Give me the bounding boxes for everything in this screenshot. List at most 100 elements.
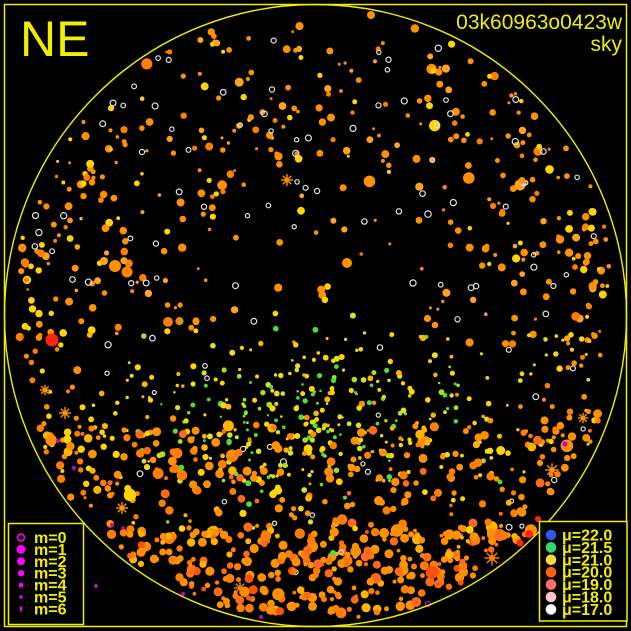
star-ring xyxy=(120,102,127,109)
star-burst xyxy=(545,463,559,477)
star-dot xyxy=(386,162,392,169)
star-dot xyxy=(400,533,410,543)
star-dot xyxy=(499,486,505,492)
star-dot xyxy=(441,299,445,304)
star-dot xyxy=(104,485,112,492)
star-dot xyxy=(197,71,202,76)
star-dot xyxy=(428,359,432,364)
star-ring xyxy=(148,334,156,342)
star-dot xyxy=(50,221,57,228)
star-dot xyxy=(472,420,477,426)
star-dot xyxy=(422,489,428,495)
star-dot xyxy=(110,523,114,527)
star-dot xyxy=(399,471,408,480)
star-dot xyxy=(539,454,546,460)
star-dot xyxy=(207,28,215,36)
star-ring xyxy=(338,549,344,555)
star-dot xyxy=(246,595,252,601)
star-dot xyxy=(193,328,199,334)
star-dot xyxy=(425,566,439,579)
star-dot xyxy=(140,172,144,176)
star-dot xyxy=(58,342,64,348)
star-dot xyxy=(291,359,294,362)
star-dot xyxy=(221,367,227,373)
star-dot xyxy=(327,391,332,396)
star-burst xyxy=(116,502,128,514)
star-dot xyxy=(69,384,75,390)
star-dot xyxy=(230,547,236,553)
star-dot xyxy=(316,373,323,379)
star-dot xyxy=(440,453,446,460)
star-dot xyxy=(89,280,95,287)
star-dot xyxy=(240,93,247,101)
star-dot xyxy=(376,379,380,384)
star-dot xyxy=(563,145,569,152)
star-ring xyxy=(136,470,144,478)
star-dot xyxy=(213,39,221,47)
star-dot xyxy=(505,450,511,456)
star-dot xyxy=(487,73,493,79)
star-dot xyxy=(310,454,316,460)
magnitude-symbol-1 xyxy=(16,544,26,554)
star-dot xyxy=(175,405,181,411)
star-dot xyxy=(243,411,248,416)
star-dot xyxy=(295,363,301,369)
star-dot xyxy=(560,463,569,472)
star-dot xyxy=(26,288,30,291)
star-dot xyxy=(364,451,372,459)
star-dot xyxy=(63,435,72,444)
star-dot xyxy=(79,217,83,221)
star-dot xyxy=(299,193,305,199)
star-dot xyxy=(451,490,457,496)
star-burst-spike xyxy=(235,588,240,593)
star-dot xyxy=(343,502,351,510)
star-dot xyxy=(296,396,300,400)
star-dot xyxy=(98,390,105,397)
star-dot xyxy=(469,532,479,542)
star-dot xyxy=(88,503,93,508)
star-dot xyxy=(192,145,198,151)
star-dot xyxy=(239,509,247,517)
star-dot xyxy=(350,595,359,604)
star-dot xyxy=(164,476,169,481)
star-dot xyxy=(250,451,254,455)
star-dot xyxy=(519,271,526,277)
star-ring xyxy=(563,271,570,278)
star-dot xyxy=(429,422,439,432)
star-dot xyxy=(164,302,171,308)
star-dot xyxy=(434,579,443,589)
star-dot xyxy=(311,357,316,362)
star-dot xyxy=(35,309,43,318)
star-dot xyxy=(541,397,547,402)
star-dot xyxy=(486,447,494,454)
star-dot xyxy=(571,256,576,261)
star-dot xyxy=(121,266,133,278)
star-dot xyxy=(207,227,212,232)
star-dot xyxy=(367,11,375,19)
star-dot xyxy=(94,584,98,588)
star-dot xyxy=(360,377,367,383)
star-dot xyxy=(569,347,575,352)
star-dot xyxy=(579,363,584,368)
star-dot xyxy=(65,389,71,394)
legend-m-label-1: m=1 xyxy=(34,542,67,559)
star-dot xyxy=(266,605,276,615)
star-dot xyxy=(242,421,246,424)
star-points xyxy=(15,11,612,619)
star-dot xyxy=(541,425,549,433)
star-dot xyxy=(516,110,521,115)
star-dot xyxy=(450,497,456,503)
star-dot xyxy=(225,573,235,584)
star-dot xyxy=(440,537,449,545)
star-dot xyxy=(177,439,183,444)
star-dot xyxy=(190,402,196,408)
legend-surface-brightness-colors: μ=22.0μ=21.5μ=21.0μ=20.0μ=19.0μ=18.0μ=17… xyxy=(538,520,628,622)
star-dot xyxy=(220,402,227,409)
star-dot xyxy=(407,556,413,562)
star-dot xyxy=(230,306,239,314)
star-dot xyxy=(406,469,411,475)
star-dot xyxy=(255,147,259,151)
star-burst-spike xyxy=(552,464,558,470)
star-dot xyxy=(587,338,592,344)
star-burst-spike xyxy=(583,413,588,418)
